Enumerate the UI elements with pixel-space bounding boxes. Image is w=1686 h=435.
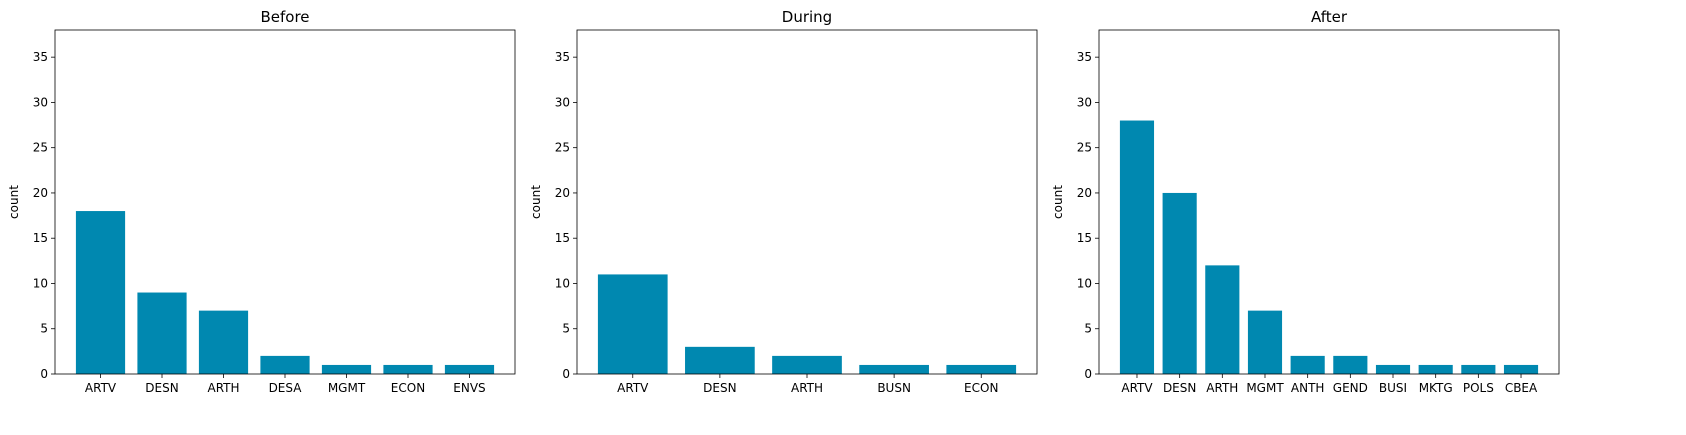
y-tick-label: 30 (555, 95, 570, 109)
bar-desn (1162, 192, 1197, 374)
chart-title: During (782, 8, 832, 26)
x-tick-label: MGMT (1246, 381, 1284, 395)
bar-mktg (1418, 364, 1453, 374)
bar-desn (137, 292, 187, 374)
x-tick-label: ARTV (617, 381, 649, 395)
y-tick-label: 0 (1084, 367, 1092, 381)
bar-mgmt (1247, 310, 1283, 374)
y-tick-label: 25 (1077, 141, 1092, 155)
x-tick-label: BUSI (1379, 381, 1407, 395)
y-tick-label: 20 (1077, 186, 1092, 200)
x-tick-label: CBEA (1505, 381, 1538, 395)
y-tick-label: 5 (562, 322, 570, 336)
x-tick-label: BUSN (877, 381, 911, 395)
y-tick-label: 20 (555, 186, 570, 200)
bar-busn (859, 364, 929, 374)
y-tick-label: 5 (1084, 322, 1092, 336)
bar-arth (772, 355, 842, 374)
x-tick-label: DESA (269, 381, 303, 395)
x-tick-label: ARTH (791, 381, 823, 395)
chart-panel-before: ARTV DESN ARTH DESA MGMT ECON ENVS 0 5 10 15 20 25 30… (7, 8, 516, 395)
x-tick-label: ARTH (207, 381, 239, 395)
x-tick-label: MGMT (328, 381, 366, 395)
x-tick-label: ANTH (1291, 381, 1325, 395)
bar-desn (685, 346, 755, 374)
y-tick-label: 20 (33, 186, 48, 200)
bar-econ (946, 364, 1017, 374)
y-tick-label: 30 (1077, 95, 1092, 109)
y-tick-label: 10 (1077, 276, 1092, 290)
y-tick-label: 30 (33, 95, 48, 109)
chart-panel-after: ARTV DESN ARTH MGMT ANTH GEND BUSI MKTG POLS CBEA… (1051, 8, 1560, 395)
y-tick-label: 35 (33, 50, 48, 64)
y-tick-label: 0 (562, 367, 570, 381)
chart-title: Before (260, 8, 309, 26)
x-tick-label: ECON (391, 381, 425, 395)
axes-frame (54, 29, 516, 375)
bar-arth (198, 310, 249, 374)
y-tick-label: 25 (33, 141, 48, 155)
bar-pols (1461, 364, 1496, 374)
bar-busi (1375, 364, 1411, 374)
x-tick-label: ARTV (1121, 381, 1153, 395)
y-tick-label: 25 (555, 141, 570, 155)
y-tick-label: 5 (40, 322, 48, 336)
x-tick-label: MKTG (1419, 381, 1453, 395)
y-tick-label: 15 (33, 231, 48, 245)
bar-desa (260, 355, 310, 374)
chart-title: After (1311, 8, 1348, 26)
bar-econ (383, 364, 433, 374)
x-tick-label: ECON (964, 381, 998, 395)
y-tick-label: 35 (555, 50, 570, 64)
axes-frame (1098, 29, 1560, 375)
bar-envs (444, 364, 495, 374)
chart-panel-during: ARTV DESN ARTH BUSN ECON 0 5 10 15 20 25 30 35 During… (529, 8, 1038, 395)
bar-artv (1119, 120, 1155, 375)
bar-cbea (1503, 364, 1539, 374)
y-tick-label: 15 (555, 231, 570, 245)
bar-anth (1290, 355, 1325, 374)
bar-gend (1333, 355, 1368, 374)
x-tick-label: ARTH (1206, 381, 1238, 395)
x-tick-label: POLS (1463, 381, 1494, 395)
bar-artv (597, 274, 668, 374)
axes-frame (576, 29, 1038, 375)
x-tick-label: DESN (145, 381, 178, 395)
y-axis-label: count (529, 185, 543, 219)
x-tick-label: ENVS (453, 381, 485, 395)
y-tick-label: 10 (33, 276, 48, 290)
x-tick-label: GEND (1333, 381, 1368, 395)
y-tick-label: 10 (555, 276, 570, 290)
bar-arth (1205, 265, 1240, 374)
y-tick-label: 15 (1077, 231, 1092, 245)
y-tick-label: 0 (40, 367, 48, 381)
x-tick-label: DESN (703, 381, 736, 395)
x-tick-label: ARTV (85, 381, 117, 395)
bar-artv (75, 211, 126, 374)
y-tick-label: 35 (1077, 50, 1092, 64)
bar-mgmt (321, 364, 372, 374)
x-tick-label: DESN (1163, 381, 1196, 395)
y-axis-label: count (1051, 185, 1065, 219)
y-axis-label: count (7, 185, 21, 219)
